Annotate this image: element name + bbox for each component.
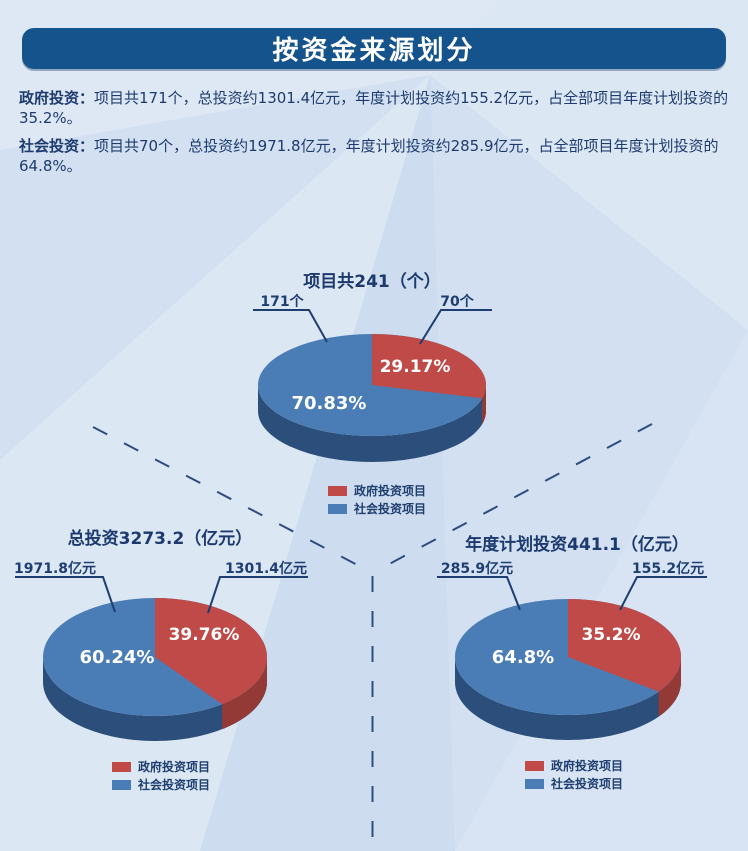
chart-title: 项目共241（个） [303, 271, 441, 292]
social-value-callout: 1971.8亿元 [14, 560, 116, 613]
chart-title: 年度计划投资441.1（亿元） [465, 534, 689, 555]
government-color-swatch [525, 761, 544, 771]
government-investment-summary: 政府投资：项目共171个，总投资约1301.4亿元，年度计划投资约155.2亿元… [19, 88, 737, 128]
legend-label-social: 社会投资项目 [551, 777, 624, 791]
page-title: 按资金来源划分 [272, 36, 476, 66]
chart-legend-bottom-right: 政府投资项目 社会投资项目 [525, 760, 623, 790]
social-value-label: 171个 [260, 293, 304, 310]
social-summary-text: 项目共70个，总投资约1971.8亿元，年度计划投资约285.9亿元，占全部项目… [19, 137, 719, 175]
social-pct-label: 70.83% [292, 393, 367, 414]
legend-label-social: 社会投资项目 [354, 502, 427, 516]
chart-legend-top: 政府投资项目 社会投资项目 [328, 485, 426, 515]
pie-3d [455, 599, 681, 740]
social-pct-label: 60.24% [80, 647, 155, 668]
social-value-label: 285.9亿元 [441, 560, 513, 577]
government-value-label: 70个 [440, 293, 474, 310]
legend-item-government: 政府投资项目 [112, 761, 210, 773]
social-lead-label: 社会投资： [19, 137, 95, 155]
chart-title: 总投资3273.2（亿元） [68, 528, 253, 549]
legend-label-social: 社会投资项目 [138, 778, 211, 792]
government-pct-label: 29.17% [380, 357, 451, 377]
legend-label-government: 政府投资项目 [354, 484, 427, 498]
legend-item-social: 社会投资项目 [525, 778, 623, 790]
government-color-swatch [328, 486, 347, 496]
section-header-banner: 按资金来源划分 [22, 28, 726, 69]
government-pct-label: 35.2% [582, 625, 641, 645]
government-summary-text: 项目共171个，总投资约1301.4亿元，年度计划投资约155.2亿元，占全部项… [19, 89, 729, 127]
government-value-callout: 1301.4亿元 [207, 560, 308, 614]
government-color-swatch [112, 762, 131, 772]
pie-3d [258, 334, 486, 462]
pie-chart-total-investment: 总投资3273.2（亿元） 1971.8亿元 1301.4亿元 39.76% 6… [14, 528, 308, 741]
government-value-label: 1301.4亿元 [225, 560, 307, 577]
social-value-label: 1971.8亿元 [14, 560, 96, 577]
government-value-callout: 70个 [419, 293, 492, 345]
social-pct-label: 64.8% [492, 647, 554, 668]
intro-text: 政府投资：项目共171个，总投资约1301.4亿元，年度计划投资约155.2亿元… [19, 88, 737, 184]
government-pct-label: 39.76% [169, 625, 240, 645]
social-value-callout: 285.9亿元 [437, 560, 521, 611]
social-color-swatch [328, 504, 347, 514]
legend-item-social: 社会投资项目 [112, 779, 210, 791]
social-color-swatch [112, 780, 131, 790]
pie-chart-project-count: 项目共241（个） 171个 70个 29.17% 70.83% [253, 271, 492, 462]
government-value-callout: 155.2亿元 [619, 560, 707, 611]
government-value-label: 155.2亿元 [632, 560, 704, 577]
legend-item-government: 政府投资项目 [328, 485, 426, 497]
social-value-callout: 171个 [253, 293, 328, 343]
government-lead-label: 政府投资： [19, 89, 95, 107]
pie-chart-annual-planned-investment: 年度计划投资441.1（亿元） 285.9亿元 155.2亿元 35.2% 64… [437, 534, 707, 740]
legend-label-government: 政府投资项目 [551, 759, 624, 773]
legend-label-government: 政府投资项目 [138, 760, 211, 774]
legend-item-social: 社会投资项目 [328, 503, 426, 515]
social-investment-summary: 社会投资：项目共70个，总投资约1971.8亿元，年度计划投资约285.9亿元，… [19, 136, 737, 176]
legend-item-government: 政府投资项目 [525, 760, 623, 772]
pie-3d [43, 598, 267, 741]
chart-legend-bottom-left: 政府投资项目 社会投资项目 [112, 761, 210, 791]
social-color-swatch [525, 779, 544, 789]
